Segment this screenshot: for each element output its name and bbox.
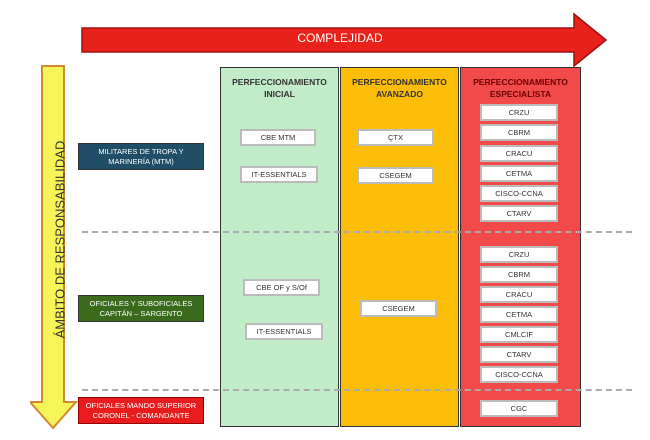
course-box: CRACU: [480, 286, 558, 303]
row-label-oficiales: OFICIALES Y SUBOFICIALES CAPITÁN – SARGE…: [78, 295, 204, 322]
course-box: CETMA: [480, 165, 558, 182]
course-box: CISCO-CCNA: [480, 185, 558, 202]
column-title: PERFECCIONAMIENTO INICIAL: [232, 77, 327, 99]
row-divider: [82, 231, 632, 233]
course-box: CRZU: [480, 246, 558, 263]
column-title: PERFECCIONAMIENTO ESPECIALISTA: [473, 77, 568, 99]
row-divider: [82, 389, 632, 391]
course-box: CISCO-CCNA: [480, 366, 558, 383]
course-box: CBE MTM: [240, 129, 316, 146]
course-box: CBE OF y S/Of: [243, 279, 320, 296]
row-label-mtm: MILITARES DE TROPA Y MARINERÍA (MTM): [78, 143, 204, 170]
course-box: CRACU: [480, 145, 558, 162]
responsibility-label: ÁMBITO DE RESPONSABILIDAD: [52, 140, 68, 339]
course-box: CBRM: [480, 266, 558, 283]
column-inicial: PERFECCIONAMIENTO INICIAL: [220, 67, 339, 427]
complexity-arrow: [81, 12, 608, 68]
course-box: IT-ESSENTIALS: [240, 166, 318, 183]
course-box: CTARV: [480, 205, 558, 222]
course-box: IT-ESSENTIALS: [245, 323, 323, 340]
course-box: CBRM: [480, 124, 558, 141]
column-avanzado: PERFECCIONAMIENTO AVANZADO: [340, 67, 459, 427]
course-box: CRZU: [480, 104, 558, 121]
course-box: CGC: [480, 400, 558, 417]
column-title: PERFECCIONAMIENTO AVANZADO: [352, 77, 447, 99]
course-box: CMLCIF: [480, 326, 558, 343]
course-box: CSEGEM: [357, 167, 434, 184]
course-box: CETMA: [480, 306, 558, 323]
course-box: CSEGEM: [360, 300, 437, 317]
course-box: ÇTX: [357, 129, 434, 146]
responsibility-arrow: [30, 65, 79, 430]
row-label-superior: OFICIALES MANDO SUPERIOR CORONEL - COMAN…: [78, 397, 204, 424]
course-box: CTARV: [480, 346, 558, 363]
complexity-label: COMPLEJIDAD: [297, 31, 383, 45]
